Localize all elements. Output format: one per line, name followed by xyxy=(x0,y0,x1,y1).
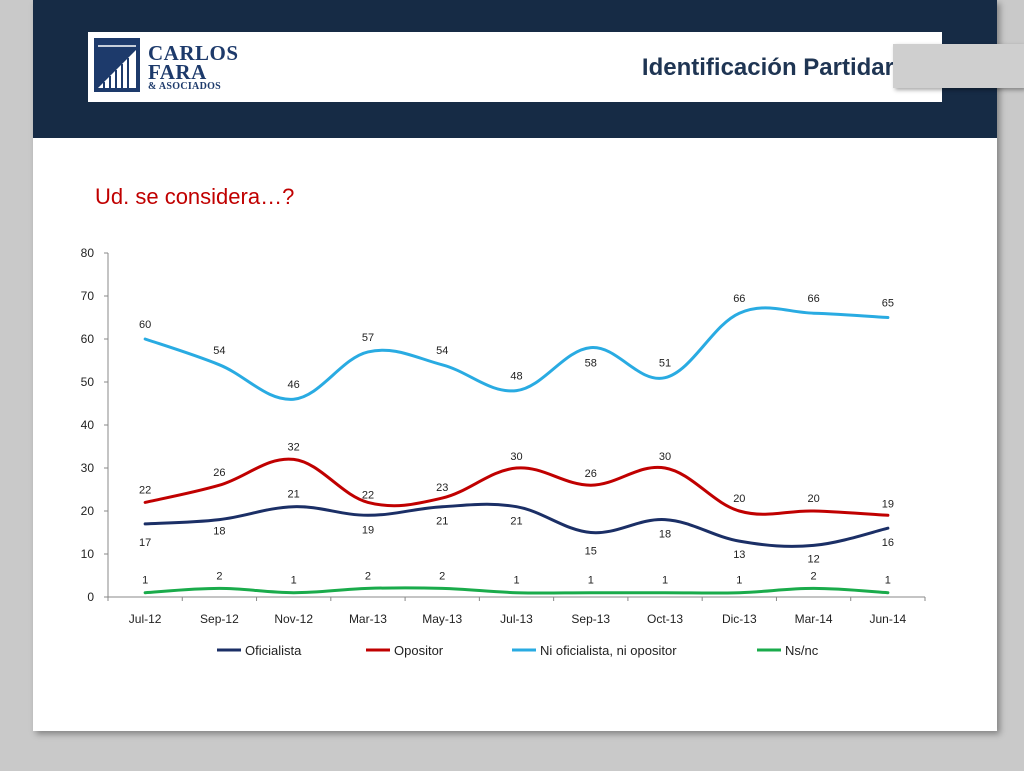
y-tick-label: 0 xyxy=(87,590,94,604)
x-tick-label: Jun-14 xyxy=(870,612,907,626)
x-tick-label: Jul-13 xyxy=(500,612,533,626)
logo-text-fara: FARA xyxy=(148,60,207,84)
y-tick-label: 70 xyxy=(81,289,95,303)
data-label-ni-oficialista-ni-opositor: 60 xyxy=(139,319,151,331)
data-label-ns-nc: 2 xyxy=(365,570,371,582)
data-label-ni-oficialista-ni-opositor: 57 xyxy=(362,332,374,344)
data-label-opositor: 23 xyxy=(436,482,448,494)
y-tick-label: 10 xyxy=(81,547,95,561)
header-band: CARLOS FARA & ASOCIADOS Identificación P… xyxy=(33,0,997,138)
data-label-oficialista: 18 xyxy=(659,529,671,541)
data-label-opositor: 32 xyxy=(288,441,300,453)
x-tick-label: Sep-13 xyxy=(571,612,610,626)
data-label-ni-oficialista-ni-opositor: 66 xyxy=(807,293,819,305)
data-label-opositor: 26 xyxy=(585,468,597,480)
x-tick-label: Mar-14 xyxy=(795,612,833,626)
data-label-ni-oficialista-ni-opositor: 58 xyxy=(585,358,597,370)
data-label-oficialista: 21 xyxy=(436,516,448,528)
data-label-oficialista: 21 xyxy=(510,516,522,528)
data-label-opositor: 20 xyxy=(733,493,745,505)
data-label-opositor: 26 xyxy=(213,467,225,479)
data-label-oficialista: 15 xyxy=(585,546,597,558)
company-logo: CARLOS FARA & ASOCIADOS xyxy=(94,38,244,94)
data-label-opositor: 22 xyxy=(139,484,151,496)
y-tick-label: 30 xyxy=(81,461,95,475)
data-label-ni-oficialista-ni-opositor: 54 xyxy=(213,345,225,357)
data-label-opositor: 30 xyxy=(510,451,522,463)
data-label-ns-nc: 1 xyxy=(885,575,891,587)
data-label-ns-nc: 1 xyxy=(662,575,668,587)
logo-mark-icon xyxy=(94,38,140,92)
data-label-ns-nc: 1 xyxy=(142,575,148,587)
y-tick-label: 40 xyxy=(81,418,95,432)
data-label-ni-oficialista-ni-opositor: 51 xyxy=(659,358,671,370)
data-label-oficialista: 17 xyxy=(139,537,151,549)
x-tick-label: Nov-12 xyxy=(274,612,313,626)
x-tick-label: Jul-12 xyxy=(129,612,162,626)
data-label-ns-nc: 2 xyxy=(439,570,445,582)
x-tick-label: Oct-13 xyxy=(647,612,683,626)
data-label-oficialista: 16 xyxy=(882,537,894,549)
data-label-opositor: 20 xyxy=(807,493,819,505)
data-label-opositor: 19 xyxy=(882,498,894,510)
data-label-ns-nc: 1 xyxy=(513,575,519,587)
question-text: Ud. se considera…? xyxy=(95,184,295,209)
x-tick-label: Dic-13 xyxy=(722,612,757,626)
data-label-ni-oficialista-ni-opositor: 54 xyxy=(436,345,448,357)
data-label-oficialista: 21 xyxy=(288,489,300,501)
y-tick-label: 80 xyxy=(81,246,95,260)
data-label-ns-nc: 2 xyxy=(216,570,222,582)
legend-label-oficialista: Oficialista xyxy=(245,643,302,658)
data-label-oficialista: 19 xyxy=(362,524,374,536)
data-label-ni-oficialista-ni-opositor: 46 xyxy=(288,379,300,391)
data-label-opositor: 22 xyxy=(362,489,374,501)
x-tick-label: May-13 xyxy=(422,612,462,626)
data-label-ns-nc: 1 xyxy=(736,575,742,587)
title-box: CARLOS FARA & ASOCIADOS Identificación P… xyxy=(88,32,942,102)
slide: CARLOS FARA & ASOCIADOS Identificación P… xyxy=(33,0,997,731)
page-title: Identificación Partidaria xyxy=(641,54,914,81)
logo-text-carlos: CARLOS xyxy=(148,41,239,65)
data-label-oficialista: 12 xyxy=(807,553,819,565)
x-tick-label: Mar-13 xyxy=(349,612,387,626)
series-line-oficialista xyxy=(143,502,890,548)
y-tick-label: 50 xyxy=(81,375,95,389)
data-label-ns-nc: 1 xyxy=(291,575,297,587)
legend-label-ni-oficialista-ni-opositor: Ni oficialista, ni opositor xyxy=(540,643,677,658)
y-tick-label: 60 xyxy=(81,332,95,346)
data-label-ni-oficialista-ni-opositor: 66 xyxy=(733,293,745,305)
series-line-ni-oficialista-ni-opositor xyxy=(143,306,890,401)
data-label-ns-nc: 1 xyxy=(588,575,594,587)
data-label-oficialista: 18 xyxy=(213,526,225,538)
data-label-ns-nc: 2 xyxy=(811,570,817,582)
legend-label-ns-nc: Ns/nc xyxy=(785,643,819,658)
x-tick-label: Sep-12 xyxy=(200,612,239,626)
data-label-opositor: 30 xyxy=(659,451,671,463)
series-line-ns-nc xyxy=(143,586,890,595)
legend-label-opositor: Opositor xyxy=(394,643,444,658)
data-label-oficialista: 13 xyxy=(733,549,745,561)
side-tab xyxy=(893,44,1024,88)
logo-text-asociados: & ASOCIADOS xyxy=(148,81,222,92)
y-tick-label: 20 xyxy=(81,504,95,518)
series-line-opositor xyxy=(143,457,890,517)
data-label-ni-oficialista-ni-opositor: 48 xyxy=(510,371,522,383)
data-label-ni-oficialista-ni-opositor: 65 xyxy=(882,298,894,310)
